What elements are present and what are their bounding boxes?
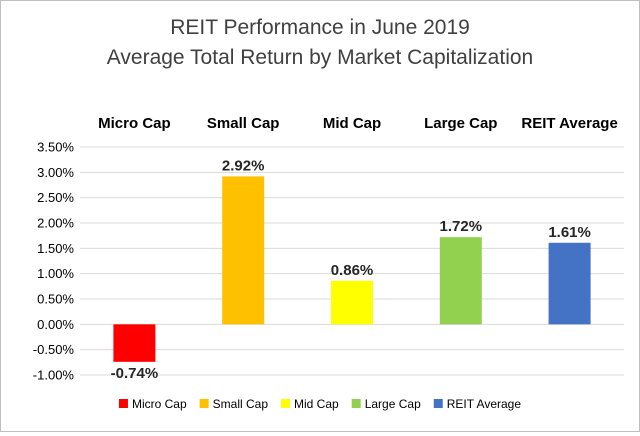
legend-swatch — [281, 399, 291, 408]
y-tick-label: 1.50% — [37, 241, 74, 256]
y-tick-label: 0.00% — [37, 317, 74, 332]
category-label: Large Cap — [424, 115, 497, 132]
y-tick-label: 0.50% — [37, 292, 74, 307]
data-label: 0.86% — [331, 262, 374, 279]
category-label: REIT Average — [521, 115, 617, 132]
legend-swatch — [118, 399, 128, 408]
chart-title-line-2: Average Total Return by Market Capitaliz… — [107, 46, 533, 69]
legend-item: Mid Cap — [281, 397, 339, 411]
data-labels: -0.74% 2.92% 0.86% 1.72% 1.61% — [111, 157, 591, 381]
legend: Micro Cap Small Cap Mid Cap Large Cap REIT A… — [118, 397, 522, 411]
bars — [113, 176, 591, 362]
legend-label: Mid Cap — [294, 397, 339, 411]
chart-title: REIT Performance in June 2019 Average To… — [107, 16, 533, 69]
bar — [222, 176, 265, 325]
legend-item: REIT Average — [433, 397, 522, 411]
category-label: Mid Cap — [323, 115, 381, 132]
y-tick-label: -0.50% — [33, 342, 75, 357]
legend-item: Large Cap — [351, 397, 421, 411]
category-label: Small Cap — [207, 115, 280, 132]
data-label: 1.61% — [548, 224, 591, 241]
legend-label: Micro Cap — [132, 397, 187, 411]
gridlines — [80, 146, 624, 376]
legend-swatch — [351, 399, 361, 408]
legend-item: Micro Cap — [118, 397, 187, 411]
legend-label: Small Cap — [213, 397, 269, 411]
bar — [548, 242, 591, 325]
legend-label: REIT Average — [447, 397, 522, 411]
y-tick-label: 3.00% — [37, 165, 74, 180]
y-tick-label: 2.50% — [37, 190, 74, 205]
chart-title-line-1: REIT Performance in June 2019 — [170, 16, 470, 39]
data-label: 1.72% — [440, 218, 483, 235]
y-tick-label: 2.00% — [37, 216, 74, 231]
y-tick-label: 1.00% — [37, 266, 74, 281]
legend-label: Large Cap — [365, 397, 421, 411]
legend-swatch — [433, 399, 443, 408]
data-label: 2.92% — [222, 157, 265, 174]
y-tick-label: -1.00% — [33, 368, 75, 383]
data-label: -0.74% — [111, 365, 159, 382]
legend-swatch — [199, 399, 209, 408]
bar — [439, 237, 482, 325]
bar — [113, 324, 156, 362]
legend-item: Small Cap — [199, 397, 269, 411]
category-labels: Micro Cap Small Cap Mid Cap Large Cap REIT A… — [98, 115, 618, 132]
y-axis-tick-labels: 3.50% 3.00% 2.50% 2.00% 1.50% 1.00% 0.50% 0.00%… — [33, 140, 75, 383]
y-tick-label: 3.50% — [37, 140, 74, 155]
bar — [331, 280, 373, 325]
category-label: Micro Cap — [98, 115, 171, 132]
